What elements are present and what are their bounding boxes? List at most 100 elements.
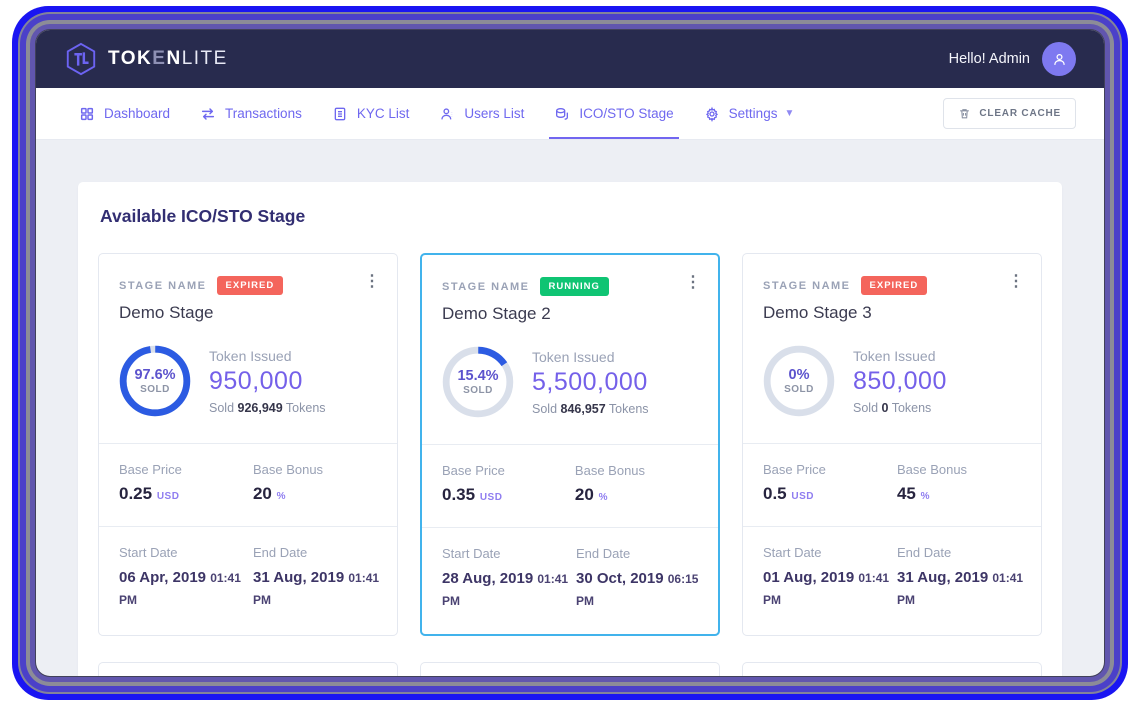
status-badge: EXPIRED (860, 276, 928, 295)
stage-name: Demo Stage 2 (442, 304, 551, 323)
end-date-label: End Date (253, 545, 308, 560)
base-bonus-value: 45 (896, 484, 916, 503)
nav-item-label: KYC List (356, 106, 410, 121)
base-price-label: Base Price (763, 462, 826, 477)
dates-section: Start Date 01 Aug, 2019 01:41 PM End Dat… (743, 526, 1041, 633)
end-time-value: 01:41 PM (897, 571, 1024, 607)
sold-tokens-line: Sold 926,949 Tokens (209, 401, 326, 415)
nav-item[interactable]: KYC List (317, 88, 425, 139)
sold-suffix: Tokens (888, 400, 932, 415)
kebab-menu-icon[interactable]: ⋮ (685, 274, 701, 291)
trash-icon (960, 109, 970, 119)
end-date-value: 30 Oct, 2019 (576, 570, 664, 587)
stage-card[interactable]: STAGE NAME EXPIRED ⋮ Demo Stage 97.6% SO… (98, 253, 398, 636)
content-area: Available ICO/STO Stage STAGE NAME EXPIR… (36, 140, 1104, 676)
start-date-label: Start Date (119, 545, 178, 560)
user-icon (1053, 53, 1065, 65)
sold-tokens-value: 926,949 (237, 400, 283, 415)
start-time-value: 01:41 PM (119, 571, 241, 607)
base-price-value: 0.5 (763, 484, 787, 503)
base-bonus-unit: % (920, 491, 931, 502)
kebab-menu-icon[interactable]: ⋮ (1008, 273, 1024, 290)
status-badge: EXPIRED (216, 276, 284, 295)
sold-label: SOLD (784, 384, 814, 395)
token-issued-label: Token Issued (209, 347, 292, 364)
base-bonus: Base Bonus 20 % (253, 462, 377, 504)
nav-item[interactable]: Settings ▼ (689, 88, 810, 139)
base-bonus-label: Base Bonus (896, 462, 968, 477)
base-bonus-unit: % (598, 492, 608, 503)
stage-name-label: STAGE NAME (763, 279, 851, 292)
base-bonus-label: Base Bonus (574, 463, 646, 478)
stage-card[interactable]: STAGE NAME RUNNING ⋮ Demo Stage 2 15.4% … (420, 253, 720, 636)
brand-part: N (166, 48, 182, 69)
nav-item[interactable]: Dashboard (64, 88, 185, 139)
dates-section: Start Date 06 Apr, 2019 01:41 PM End Dat… (99, 526, 397, 633)
brand: TOKENLITE (64, 42, 228, 76)
token-issued-value: 5,500,000 (532, 367, 648, 396)
percent-sold-value: 0% (788, 367, 810, 383)
token-summary: 97.6% SOLD Token Issued 950,000 Sold 926… (99, 341, 397, 443)
brand-name: TOKENLITE (108, 48, 228, 70)
start-date-value: 28 Aug, 2019 (442, 570, 534, 587)
sold-label: SOLD (463, 385, 493, 396)
dates-section: Start Date 28 Aug, 2019 01:41 PM End Dat… (422, 527, 718, 634)
base-bonus-label: Base Bonus (252, 462, 324, 477)
base-price-unit: USD (156, 491, 180, 502)
sold-suffix: Tokens (282, 400, 326, 415)
base-price-value: 0.25 (119, 484, 153, 503)
brand-part: E (152, 48, 167, 69)
kebab-menu-icon[interactable]: ⋮ (364, 273, 380, 290)
start-date-value: 06 Apr, 2019 (119, 569, 207, 586)
sold-tokens-value: 0 (881, 400, 889, 415)
dashboard-icon (80, 107, 94, 120)
end-date: End Date 31 Aug, 2019 01:41 PM (253, 545, 387, 611)
start-date: Start Date 28 Aug, 2019 01:41 PM (442, 546, 576, 612)
price-section: Base Price 0.5 USD Base Bonus 45 % (743, 443, 1041, 526)
sold-prefix: Sold (853, 400, 882, 415)
percent-sold-value: 97.6% (134, 367, 176, 383)
stage-cards-next-row (98, 661, 1042, 676)
sold-suffix: Tokens (605, 401, 649, 416)
main-navigation: Dashboard Transactions KYC List (36, 88, 1104, 140)
nav-item[interactable]: Users List (424, 88, 539, 139)
end-date: End Date 31 Aug, 2019 01:41 PM (897, 545, 1031, 611)
start-time-value: 01:41 PM (442, 572, 569, 608)
status-badge: RUNNING (539, 277, 609, 296)
greeting-text: Hello! Admin (948, 51, 1030, 67)
nav-item-label: Transactions (225, 106, 302, 121)
users-list-icon (441, 107, 453, 119)
stage-card[interactable]: STAGE NAME EXPIRED ⋮ Demo Stage 3 0% SOL… (742, 253, 1042, 636)
sold-tokens-line: Sold 846,957 Tokens (532, 402, 649, 416)
token-issued-value: 950,000 (209, 366, 303, 395)
nav-item[interactable]: ICO/STO Stage (539, 88, 688, 139)
stage-card-stub[interactable] (98, 661, 398, 676)
end-date-label: End Date (897, 545, 952, 560)
stage-cards: STAGE NAME EXPIRED ⋮ Demo Stage 97.6% SO… (98, 253, 1042, 636)
clear-cache-label: CLEAR CACHE (979, 108, 1061, 119)
tokenlite-logo-icon (66, 42, 96, 76)
chevron-down-icon: ▼ (784, 108, 795, 119)
start-date-label: Start Date (442, 546, 501, 561)
base-price-label: Base Price (119, 462, 182, 477)
sold-label: SOLD (140, 384, 170, 395)
stage-card-stub[interactable] (742, 661, 1042, 676)
end-date-value: 31 Aug, 2019 (253, 569, 345, 586)
start-date-label: Start Date (763, 545, 822, 560)
base-price-label: Base Price (442, 463, 505, 478)
base-price: Base Price 0.35 USD (442, 463, 575, 505)
nav-items: Dashboard Transactions KYC List (64, 88, 809, 139)
user-avatar[interactable] (1042, 42, 1076, 76)
ico-sto-stage-icon (556, 107, 569, 120)
stage-name: Demo Stage 3 (763, 303, 872, 322)
stage-name-label: STAGE NAME (442, 280, 530, 293)
token-issued-label: Token Issued (853, 347, 936, 364)
sold-prefix: Sold (532, 401, 561, 416)
page-title: Available ICO/STO Stage (100, 206, 306, 226)
nav-item[interactable]: Transactions (185, 88, 317, 139)
end-time-value: 01:41 PM (253, 571, 380, 607)
clear-cache-button[interactable]: CLEAR CACHE (943, 98, 1076, 129)
transactions-icon (201, 107, 215, 120)
stage-card-stub[interactable] (420, 661, 720, 676)
base-bonus: Base Bonus 20 % (575, 463, 698, 505)
